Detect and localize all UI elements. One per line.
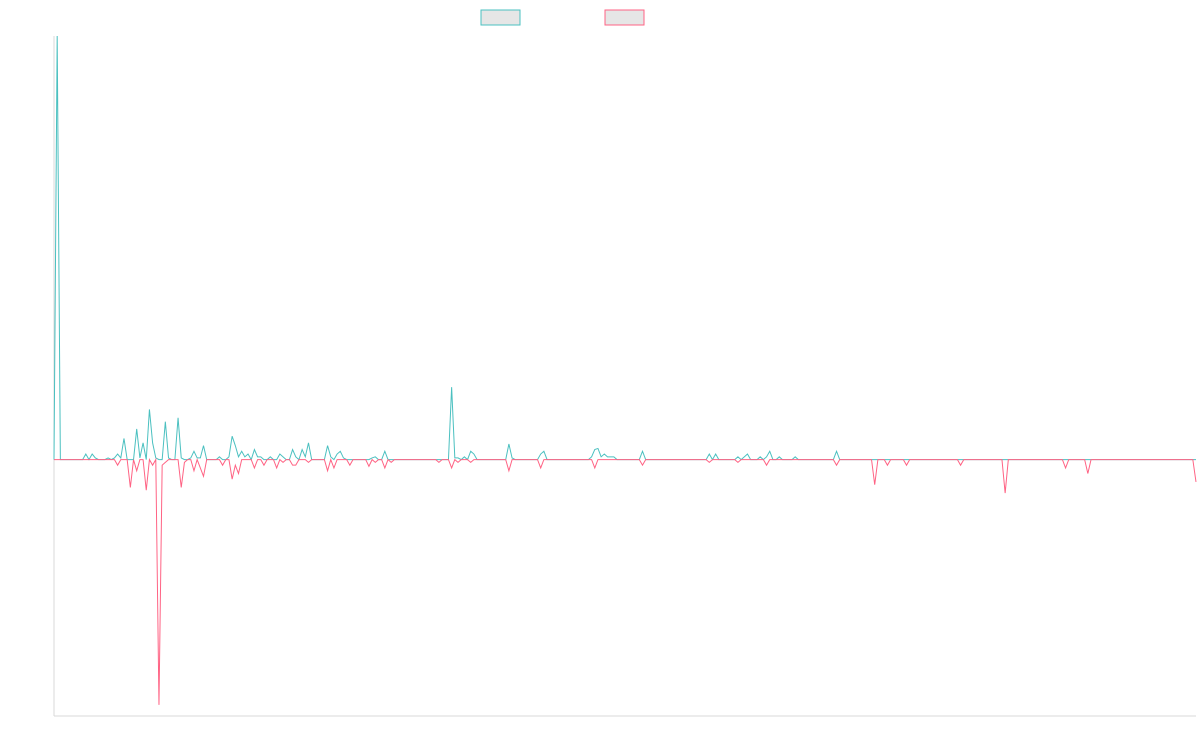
series-line-1 [53,35,1196,461]
legend-swatch-series-2[interactable] [604,9,645,26]
legend-swatch-series-1[interactable] [480,9,521,26]
legend [480,9,645,26]
series-line-2 [54,457,1197,705]
plot-area [53,35,1197,717]
series-layer [53,35,1197,705]
